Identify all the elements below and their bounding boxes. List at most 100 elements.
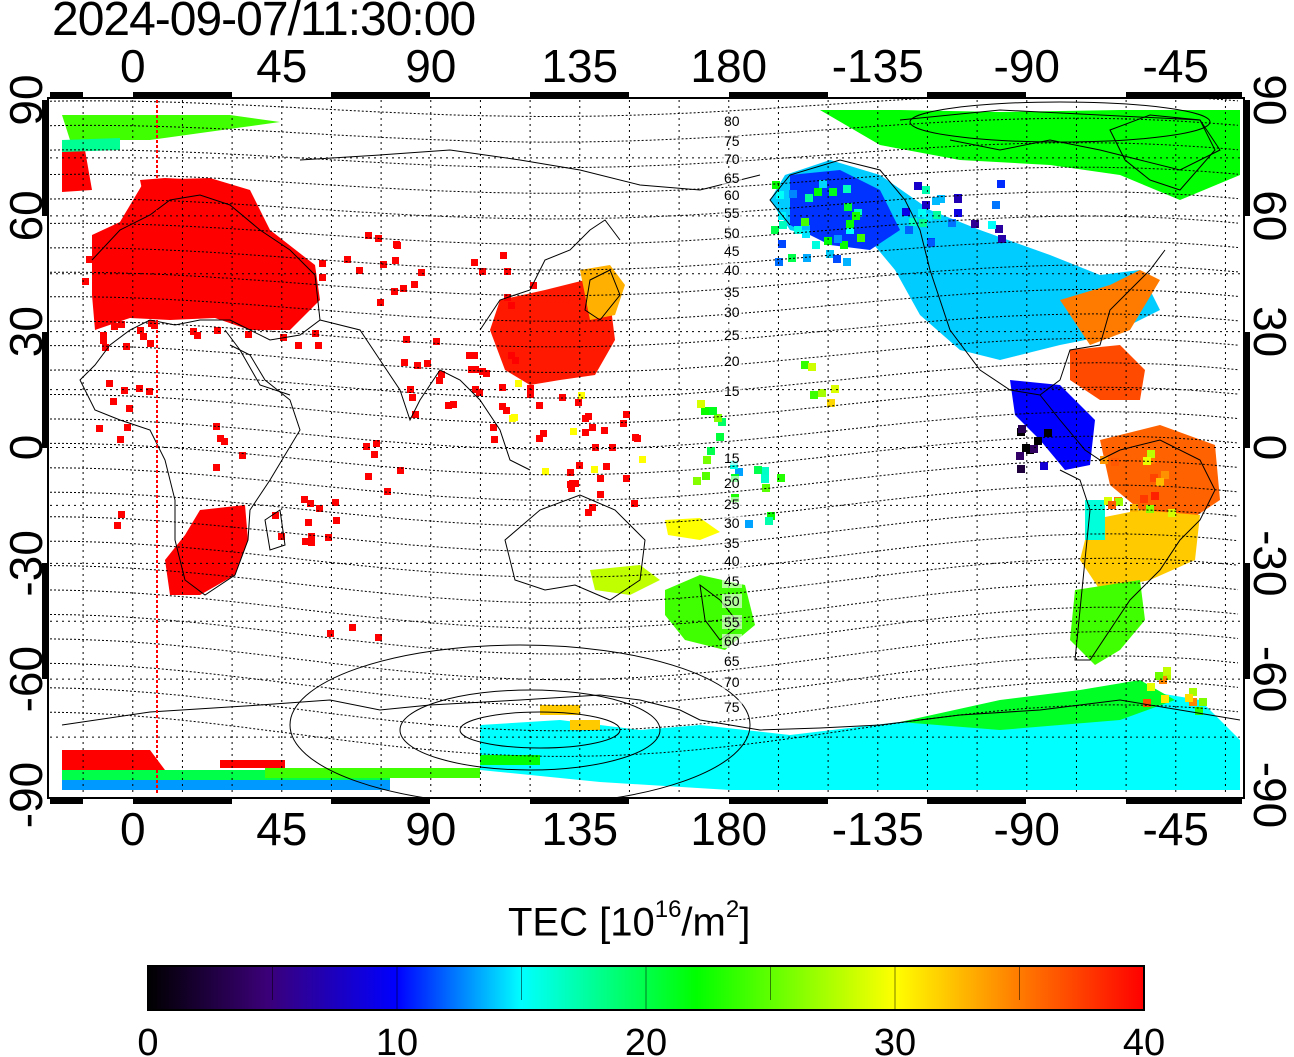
right-lat-tick-label: -90 (1244, 762, 1294, 828)
tec-station-block (349, 624, 356, 631)
tec-station-block (499, 384, 506, 391)
tec-station-block (1044, 429, 1052, 437)
tec-station-block (100, 337, 107, 344)
right-lat-tick-label: 60 (1244, 190, 1294, 241)
tec-aus-south (590, 565, 660, 595)
right-lat-tick-label: 0 (1244, 435, 1294, 461)
tec-station-block (100, 242, 107, 249)
tec-station-block (499, 403, 506, 410)
tec-station-block (295, 342, 302, 349)
tec-station-block (483, 370, 490, 377)
mag-lat-label: 25 (724, 496, 740, 512)
tec-station-block (307, 500, 314, 507)
mag-lat-label: 20 (724, 353, 740, 369)
tec-station-block (248, 257, 255, 264)
tec-station-block (623, 411, 630, 418)
tec-station-block (1018, 425, 1026, 433)
tec-station-block (106, 380, 113, 387)
tec-station-block (1100, 456, 1108, 464)
tec-pac-south-strip (665, 518, 720, 540)
tec-station-block (922, 186, 930, 194)
magnetic-contour (49, 680, 1239, 732)
tec-station-block (578, 392, 585, 399)
magnetic-contour (50, 435, 1239, 476)
tec-station-block (709, 407, 717, 415)
mag-lat-label: 50 (724, 593, 740, 609)
tec-station-block (992, 201, 1000, 209)
tec-station-block (932, 197, 940, 205)
tec-station-block (909, 218, 917, 226)
tec-station-block (100, 332, 107, 339)
tec-station-block (794, 226, 802, 234)
top-lon-tick-label: -45 (1143, 40, 1209, 92)
tec-station-block (812, 241, 820, 249)
tec-station-block (857, 234, 865, 242)
tec-station-block (191, 264, 198, 271)
tec-station-block (511, 414, 518, 421)
tec-station-block (193, 249, 200, 256)
mag-lat-label: 60 (724, 633, 740, 649)
bottom-lon-tick-label: 45 (256, 803, 307, 855)
tec-station-block (392, 257, 399, 264)
right-lat-tick-label: -60 (1244, 646, 1294, 712)
tec-station-block (110, 287, 117, 294)
tec-station-block (213, 423, 220, 430)
tec-station-block (244, 248, 251, 255)
tec-station-block (418, 269, 425, 276)
tec-station-block (1040, 462, 1048, 470)
tec-station-block (424, 360, 431, 367)
tec-antarctic-red-left (62, 750, 165, 772)
tec-station-block (118, 321, 125, 328)
tec-station-block (536, 402, 543, 409)
mag-label-bg (722, 134, 742, 148)
tec-station-block (1022, 444, 1030, 452)
tec-station-block (918, 209, 926, 217)
mag-lat-label: 70 (724, 674, 740, 690)
tec-station-block (203, 299, 210, 306)
mag-label-bg (722, 244, 742, 258)
tec-station-block (919, 219, 927, 227)
colorbar-title: TEC [1016/m2] (508, 896, 751, 945)
tec-station-block (205, 265, 212, 272)
left-lat-tick-label: 30 (0, 306, 52, 357)
magnetic-latitude-labels: 8075706560555045403530252015152025303540… (722, 113, 742, 715)
magnetic-contour-north-pole (909, 101, 1211, 143)
tec-station-block (589, 424, 596, 431)
tec-station-block (697, 400, 705, 408)
tec-scandinavia (140, 178, 248, 228)
right-lat-tick-label: -30 (1244, 530, 1294, 596)
tec-station-block (914, 182, 922, 190)
colorbar-tick-label: 30 (874, 1022, 916, 1057)
mag-label-bg (722, 305, 742, 319)
tec-station-block (808, 363, 816, 371)
tec-station-block (146, 388, 153, 395)
tec-station-block (193, 286, 200, 293)
mag-label-bg (722, 497, 742, 511)
tec-strip (265, 768, 480, 778)
mag-label-bg (722, 615, 742, 629)
tec-station-block (585, 509, 592, 516)
tec-station-block (576, 462, 583, 469)
bottom-lon-tick-label: -45 (1143, 803, 1209, 855)
tec-station-block (445, 402, 452, 409)
tec-station-block (1115, 498, 1123, 506)
tec-station-block (998, 235, 1006, 243)
mag-lat-label: 15 (724, 450, 740, 466)
tec-station-block (810, 391, 818, 399)
tec-station-block (450, 401, 457, 408)
frame-bar-right (1244, 563, 1250, 679)
bottom-lon-tick-label: 0 (120, 803, 146, 855)
bottom-lon-tick-label: 180 (690, 803, 767, 855)
tec-station-block (365, 232, 372, 239)
tec-station-block (589, 504, 596, 511)
tec-station-block (843, 258, 851, 266)
tec-station-block (96, 425, 103, 432)
tec-arctic-red (62, 150, 92, 192)
top-lon-tick-label: -135 (832, 40, 924, 92)
tec-station-block (391, 288, 398, 295)
tec-station-block (140, 333, 147, 340)
tec-station-block (508, 302, 515, 309)
tec-station-block (1156, 478, 1164, 486)
left-lat-tick-label: 60 (0, 190, 52, 241)
mag-label-bg (722, 675, 742, 689)
